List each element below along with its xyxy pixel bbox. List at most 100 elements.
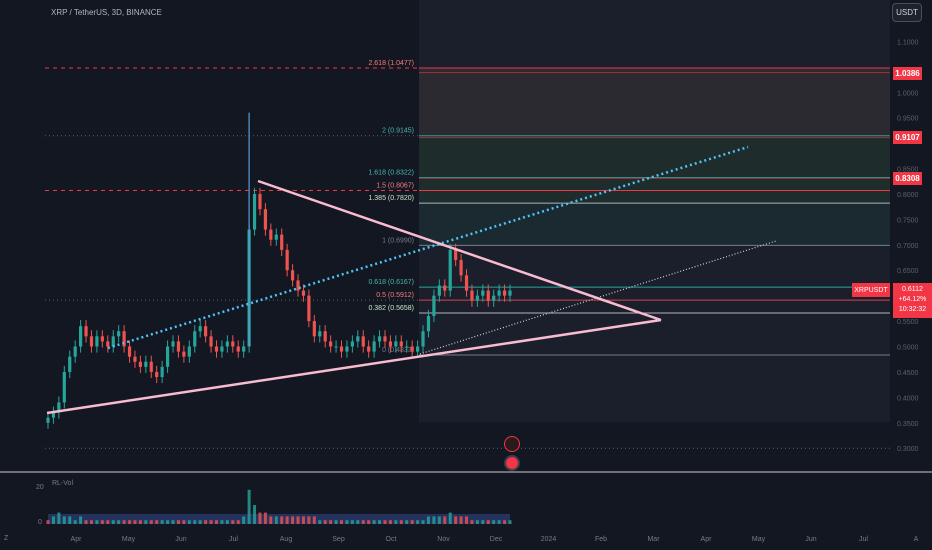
candle-21 — [160, 366, 164, 378]
candle-32 — [220, 346, 224, 352]
candle-27 — [193, 331, 197, 347]
lightning-icon[interactable] — [504, 436, 520, 452]
x-tick-14: Jun — [805, 536, 816, 543]
volume-bar-83 — [497, 520, 501, 524]
volume-label: RL-Vol — [52, 480, 74, 487]
candle-54 — [339, 346, 344, 352]
price-tag-lines — [419, 72, 890, 179]
candle-3 — [62, 371, 66, 403]
y-tick-13: 0.3500 — [897, 421, 919, 428]
candle-55 — [345, 346, 349, 352]
volume-bar-74 — [448, 512, 452, 524]
volume-bar-10 — [100, 520, 104, 524]
x-tick-16: A — [914, 536, 919, 543]
candle-26 — [187, 346, 191, 357]
x-tick-13: May — [752, 536, 766, 543]
triangle-lower-edge[interactable] — [46, 318, 662, 415]
volume-bar-31 — [214, 520, 218, 524]
volume-bar-70 — [426, 516, 430, 524]
price-change: +64.12% — [898, 296, 927, 303]
volume-bar-8 — [89, 520, 93, 524]
volume-bar-57 — [356, 520, 360, 524]
candle-4 — [68, 356, 72, 372]
x-tick-2: Jun — [175, 536, 186, 543]
candle-33 — [225, 341, 229, 347]
candle-7 — [84, 326, 88, 337]
volume-bar-63 — [388, 520, 392, 524]
flag-icon[interactable] — [504, 455, 520, 471]
volume-bar-36 — [242, 516, 246, 524]
y-tick-6: 0.7000 — [897, 243, 919, 250]
volume-bar-55 — [345, 520, 349, 524]
fib-levels: 2.618 (1.0477) 2 (0.9145) 1.618 (0.8322) 1.… — [45, 60, 890, 449]
candle-78 — [470, 290, 474, 301]
x-tick-4: Aug — [280, 536, 293, 543]
volume-axis-0: 0 — [38, 519, 42, 526]
currency-button[interactable]: USDT — [892, 3, 922, 22]
candle-48 — [307, 295, 311, 322]
volume-bar-58 — [361, 520, 365, 524]
candle-5 — [73, 346, 77, 357]
fib-label-1: 2 (0.9145) — [382, 128, 414, 135]
candle-31 — [214, 346, 219, 352]
candle-60 — [372, 341, 376, 352]
triangle-upper-edge[interactable] — [257, 179, 662, 322]
candle-80 — [481, 290, 485, 296]
x-tick-9: 2024 — [541, 536, 557, 543]
volume-bar-67 — [410, 520, 414, 524]
volume-bar-29 — [204, 520, 208, 524]
volume-bar-26 — [187, 520, 191, 524]
candle-76 — [459, 260, 463, 276]
candle-59 — [367, 346, 371, 352]
candle-71 — [432, 295, 436, 316]
fib-label-5: 1 (0.6990) — [382, 237, 414, 244]
fib-zone-mid — [419, 136, 890, 202]
volume-bar-42 — [274, 516, 278, 524]
volume-bar-33 — [225, 520, 229, 524]
volume-bar-76 — [459, 516, 463, 524]
candle-62 — [383, 336, 387, 342]
candle-63 — [388, 341, 393, 347]
candle-10 — [100, 336, 104, 342]
candle-44 — [285, 249, 289, 271]
volume-bar-28 — [198, 520, 202, 524]
candle-66 — [405, 346, 409, 348]
volume-bar-25 — [182, 520, 186, 524]
candle-1 — [51, 412, 56, 418]
candle-8 — [89, 336, 94, 347]
candle-46 — [296, 280, 300, 291]
fib-label-4: 1.385 (0.7820) — [368, 195, 414, 202]
volume-bar-65 — [399, 520, 403, 524]
last-price: 0.6112 — [902, 286, 923, 293]
volume-bar-85 — [508, 520, 512, 524]
candle-47 — [301, 290, 306, 296]
candle-20 — [155, 371, 159, 378]
y-axis: 1.1000 1.0000 0.9500 0.8500 0.8000 0.7500 0.70… — [897, 39, 919, 453]
volume-bar-13 — [117, 520, 121, 524]
x-tick-7: Nov — [437, 536, 450, 543]
volume-bar-3 — [62, 516, 66, 524]
volume-bar-44 — [285, 516, 289, 524]
x-tick-1: May — [122, 536, 136, 543]
volume-bar-69 — [421, 520, 425, 524]
volume-bar-12 — [111, 520, 115, 524]
trend-line-upper[interactable] — [107, 145, 749, 350]
volume-bar-60 — [372, 520, 376, 524]
volume-bar-41 — [269, 516, 273, 524]
volume-bar-80 — [481, 520, 485, 524]
x-tick-12: Apr — [701, 536, 713, 543]
candle-16 — [133, 356, 137, 362]
volume-bar-46 — [296, 516, 300, 524]
y-tick-3: 0.8500 — [897, 167, 919, 174]
volume-bar-7 — [84, 520, 88, 524]
volume-bar-81 — [486, 520, 490, 524]
volume-bar-17 — [138, 520, 142, 524]
y-tick-2: 0.9500 — [897, 116, 919, 123]
volume-bar-50 — [318, 520, 322, 524]
corner-label: Z — [4, 535, 9, 542]
y-tick-7: 0.6500 — [897, 268, 919, 275]
candle-52 — [329, 341, 333, 347]
candle-0 — [46, 417, 50, 423]
candle-65 — [399, 341, 403, 347]
